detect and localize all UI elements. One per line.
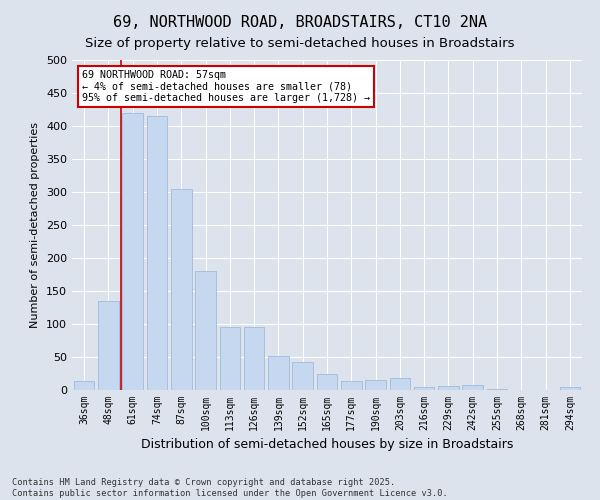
- Bar: [171, 188, 191, 390]
- Bar: [463, 386, 483, 390]
- Text: Size of property relative to semi-detached houses in Broadstairs: Size of property relative to semi-detach…: [85, 38, 515, 51]
- Bar: [74, 381, 94, 390]
- Bar: [414, 386, 434, 390]
- Bar: [365, 380, 386, 390]
- Text: 69 NORTHWOOD ROAD: 57sqm
← 4% of semi-detached houses are smaller (78)
95% of se: 69 NORTHWOOD ROAD: 57sqm ← 4% of semi-de…: [82, 70, 370, 103]
- Bar: [341, 381, 362, 390]
- Bar: [389, 378, 410, 390]
- Bar: [438, 386, 459, 390]
- Text: Contains HM Land Registry data © Crown copyright and database right 2025.
Contai: Contains HM Land Registry data © Crown c…: [12, 478, 448, 498]
- Bar: [244, 328, 265, 390]
- Bar: [317, 374, 337, 390]
- Bar: [560, 388, 580, 390]
- Bar: [195, 271, 216, 390]
- Bar: [122, 113, 143, 390]
- Bar: [487, 388, 508, 390]
- X-axis label: Distribution of semi-detached houses by size in Broadstairs: Distribution of semi-detached houses by …: [141, 438, 513, 452]
- Bar: [268, 356, 289, 390]
- Bar: [220, 328, 240, 390]
- Bar: [146, 116, 167, 390]
- Y-axis label: Number of semi-detached properties: Number of semi-detached properties: [31, 122, 40, 328]
- Bar: [98, 301, 119, 390]
- Text: 69, NORTHWOOD ROAD, BROADSTAIRS, CT10 2NA: 69, NORTHWOOD ROAD, BROADSTAIRS, CT10 2N…: [113, 15, 487, 30]
- Bar: [292, 362, 313, 390]
